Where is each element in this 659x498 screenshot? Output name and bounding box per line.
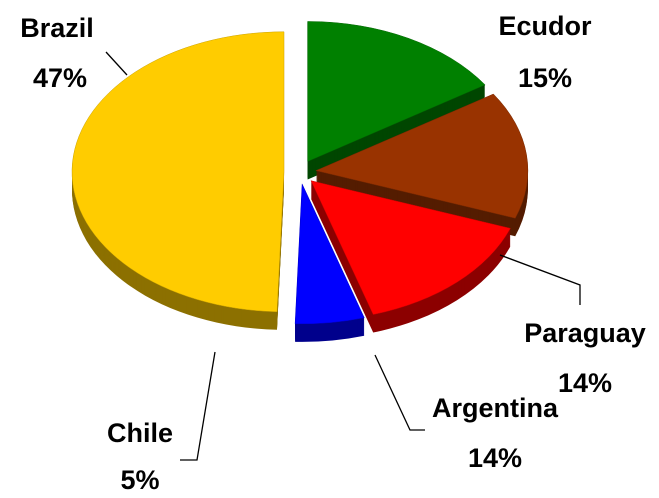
slice [315,93,529,219]
value-label: 47% [33,63,87,93]
leader-line [105,51,128,76]
leader-line [374,354,425,431]
leader-line [180,351,216,461]
leader-line [499,254,581,305]
category-label: Brazil [20,13,94,43]
slice [294,183,365,325]
category-label: Paraguay [524,318,646,348]
category-label: Ecudor [498,11,592,41]
value-label: 5% [120,465,159,495]
slice [310,180,511,315]
category-label: Chile [107,418,173,448]
category-label: Argentina [432,393,559,423]
value-label: 15% [518,63,572,93]
slice [307,21,486,162]
slice [71,31,285,312]
value-label: 14% [468,443,522,473]
value-label: 14% [558,368,612,398]
